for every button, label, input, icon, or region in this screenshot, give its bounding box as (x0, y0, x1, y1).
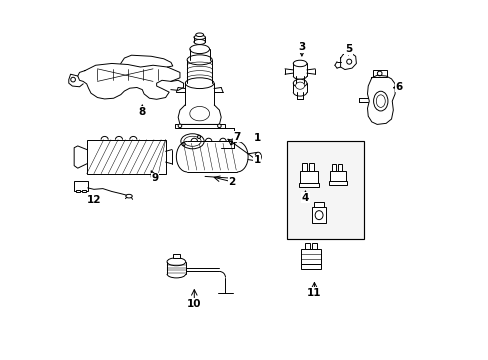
Text: 2: 2 (228, 177, 235, 187)
Bar (300, 264, 320, 269)
Text: 1: 1 (253, 133, 260, 143)
Ellipse shape (167, 258, 185, 266)
Bar (331, 164, 335, 171)
Bar (81, 190, 86, 192)
Ellipse shape (293, 79, 306, 87)
Ellipse shape (376, 95, 385, 107)
Ellipse shape (377, 71, 381, 76)
Ellipse shape (187, 55, 212, 65)
Text: 7: 7 (233, 132, 241, 142)
Bar (76, 190, 80, 192)
Text: 6: 6 (394, 82, 402, 92)
Ellipse shape (194, 35, 205, 40)
Ellipse shape (189, 45, 209, 54)
Text: 10: 10 (187, 299, 201, 309)
Ellipse shape (373, 91, 387, 111)
Bar (311, 207, 325, 223)
Text: 3: 3 (298, 42, 305, 52)
Ellipse shape (181, 134, 203, 149)
Ellipse shape (183, 136, 201, 146)
Ellipse shape (295, 82, 304, 89)
Text: 9: 9 (151, 173, 158, 183)
Bar (305, 243, 309, 249)
Bar (174, 124, 224, 128)
Ellipse shape (185, 78, 214, 89)
Ellipse shape (346, 59, 351, 64)
Bar (328, 181, 346, 185)
Ellipse shape (314, 211, 323, 220)
Ellipse shape (293, 60, 306, 67)
Bar (329, 171, 346, 182)
Text: 11: 11 (306, 288, 321, 298)
Ellipse shape (194, 40, 205, 44)
Ellipse shape (195, 33, 203, 37)
Text: 5: 5 (344, 44, 351, 54)
Ellipse shape (197, 135, 200, 139)
Bar (337, 164, 341, 171)
Ellipse shape (178, 124, 182, 128)
Bar (286, 140, 363, 239)
Bar (311, 243, 316, 249)
Bar (86, 140, 165, 174)
Ellipse shape (254, 152, 261, 161)
Text: 1: 1 (253, 155, 260, 165)
Bar (309, 163, 313, 171)
Bar (299, 183, 319, 187)
Text: 12: 12 (86, 195, 101, 205)
Bar (74, 181, 88, 192)
Bar (300, 249, 320, 264)
Bar (172, 253, 180, 258)
Text: 8: 8 (139, 107, 145, 117)
Ellipse shape (125, 194, 132, 198)
Ellipse shape (182, 143, 185, 146)
Bar (300, 171, 317, 184)
Text: 2: 2 (228, 177, 235, 187)
Text: 4: 4 (301, 193, 308, 203)
Ellipse shape (217, 124, 221, 128)
Bar (302, 163, 306, 171)
Ellipse shape (71, 77, 75, 82)
Bar (313, 202, 324, 207)
Bar (372, 70, 386, 77)
